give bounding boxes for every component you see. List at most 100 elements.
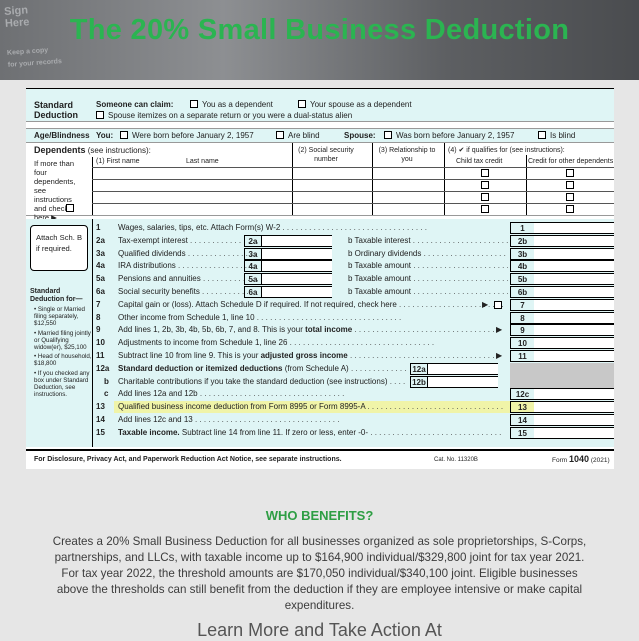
dependents-side-note: If more than four dependents, see instru… <box>34 159 76 222</box>
line-number: 15 <box>96 428 105 437</box>
dependents-section: Dependents (see instructions): If more t… <box>26 143 614 222</box>
blind-label: Are blind <box>288 131 320 140</box>
someone-can-claim-label: Someone can claim: <box>96 100 174 109</box>
amount-field[interactable] <box>534 312 614 324</box>
learn-more-cta[interactable]: Learn More and Take Action At <box>197 620 442 640</box>
you-born-before-checkbox[interactable] <box>120 131 128 139</box>
sidebar-item: • If you checked any box under Standard … <box>34 369 90 399</box>
amount-field[interactable] <box>534 324 614 336</box>
form-number: 1040 <box>568 454 590 464</box>
other-credit-checkbox[interactable] <box>566 169 574 177</box>
line-label: Qualified dividends <box>118 249 186 258</box>
line-box-number: 15 <box>510 427 534 439</box>
line-box-number: 6b <box>510 286 534 298</box>
mid-amount-field[interactable] <box>262 273 332 285</box>
dependents-col-last-name: Last name <box>186 158 219 165</box>
other-credit-checkbox[interactable] <box>566 181 574 189</box>
line-text: Wages, salaries, tips, etc. Attach Form(… <box>118 223 427 232</box>
mid-line-box: 3a <box>244 248 262 260</box>
age-blindness-label: Age/Blindness <box>34 131 90 140</box>
amount-field[interactable] <box>534 222 614 234</box>
line-number: 7 <box>96 300 101 309</box>
line-label: Charitable contributions if you take the… <box>118 377 388 386</box>
line-b-text: b Taxable amount . . . . . . . . . . . .… <box>348 287 508 296</box>
standard-deduction-section: Standard Deduction Someone can claim: Yo… <box>26 89 614 122</box>
amount-field[interactable] <box>534 286 614 298</box>
line-label: Taxable income. <box>118 428 180 437</box>
spouse-itemizes-checkbox[interactable] <box>96 111 104 119</box>
mid-amount-field[interactable] <box>262 260 332 272</box>
line-box-number: 9 <box>510 324 534 336</box>
attach-sch-b-text: Attach Sch. B if required. <box>36 233 83 253</box>
line-number: 3a <box>96 249 105 258</box>
who-benefits-body: Creates a 20% Small Business Deduction f… <box>52 535 587 612</box>
line-number: c <box>104 389 109 398</box>
line-box-number: 10 <box>510 337 534 349</box>
line-text: Social security benefits . . . . . . . .… <box>118 287 258 296</box>
dependents-col-first-name: (1) First name <box>96 158 140 165</box>
child-credit-checkbox[interactable] <box>481 205 489 213</box>
line-number: 6a <box>96 287 105 296</box>
amount-field[interactable] <box>534 235 614 247</box>
amount-field[interactable] <box>534 350 614 362</box>
spouse-dependent-checkbox[interactable] <box>298 100 306 108</box>
arrow-icon: ▶ <box>482 300 489 309</box>
mid-line-box: 4a <box>244 260 262 272</box>
mid-amount-field[interactable] <box>428 363 498 375</box>
amount-field[interactable] <box>534 414 614 426</box>
spouse-blind-checkbox[interactable] <box>538 131 546 139</box>
line-number: 13 <box>96 402 105 411</box>
dependents-col-child-credit: Child tax credit <box>456 158 503 165</box>
line-tail: Subtract line 14 from line 11. If zero o… <box>179 428 369 437</box>
line-box-number: 13 <box>510 401 534 413</box>
amount-field[interactable] <box>534 260 614 272</box>
amount-field[interactable] <box>534 388 614 400</box>
amount-field[interactable] <box>534 299 614 311</box>
shaded-cell <box>510 376 614 389</box>
line-number: 4a <box>96 261 105 270</box>
who-benefits-section: WHO BENEFITS? Creates a 20% Small Busine… <box>0 498 639 640</box>
line-number: 8 <box>96 313 101 322</box>
amount-field[interactable] <box>534 401 614 413</box>
amount-field[interactable] <box>534 337 614 349</box>
child-credit-checkbox[interactable] <box>481 193 489 201</box>
line-number: 5a <box>96 274 105 283</box>
amount-field[interactable] <box>534 273 614 285</box>
other-credit-checkbox[interactable] <box>566 205 574 213</box>
sidebar-title: Standard Deduction for— <box>30 288 83 303</box>
mid-amount-field[interactable] <box>262 286 332 298</box>
child-credit-checkbox[interactable] <box>481 181 489 189</box>
line-text: Charitable contributions if you take the… <box>118 377 408 386</box>
line-b-text: b Ordinary dividends . . . . . . . . . .… <box>348 249 508 258</box>
line-text: Qualified dividends . . . . . . . . . . … <box>118 249 258 258</box>
amount-field[interactable] <box>534 248 614 260</box>
mid-amount-field[interactable] <box>262 235 332 247</box>
spouse-label: Spouse: <box>344 131 376 140</box>
child-credit-checkbox[interactable] <box>481 169 489 177</box>
mid-amount-field[interactable] <box>262 248 332 260</box>
you-blind-checkbox[interactable] <box>276 131 284 139</box>
arrow-icon: ▶ <box>496 351 503 360</box>
spouse-blind-label: Is blind <box>550 131 576 140</box>
line-number: 10 <box>96 338 105 347</box>
line-box-number: 3b <box>510 248 534 260</box>
you-dependent-checkbox[interactable] <box>190 100 198 108</box>
other-credit-checkbox[interactable] <box>566 193 574 201</box>
dependents-label: Dependents <box>34 145 86 155</box>
dependents-col-ssn: (2) Social security number <box>298 147 354 163</box>
mid-amount-field[interactable] <box>428 376 498 388</box>
line-text: Adjustments to income from Schedule 1, l… <box>118 338 435 347</box>
sidebar-item: • Married filing jointly or Qualifying w… <box>34 329 91 352</box>
line-b-text: b Taxable interest . . . . . . . . . . .… <box>348 236 508 245</box>
spouse-born-before-checkbox[interactable] <box>384 131 392 139</box>
more-dependents-checkbox[interactable] <box>66 204 74 212</box>
shaded-cell <box>510 363 614 376</box>
line-b-label: b Taxable amount <box>348 261 412 270</box>
line-number: 2a <box>96 236 105 245</box>
capital-gain-checkbox[interactable] <box>494 301 502 309</box>
amount-field[interactable] <box>534 427 614 439</box>
line-text: Subtract line 10 from line 9. This is yo… <box>118 351 495 360</box>
standard-deduction-sidebar: Standard Deduction for— • Single or Marr… <box>30 288 92 398</box>
sidebar-item: • Single or Married filing separately, $… <box>34 306 85 328</box>
spouse-born-before-label: Was born before January 2, 1957 <box>396 131 515 140</box>
